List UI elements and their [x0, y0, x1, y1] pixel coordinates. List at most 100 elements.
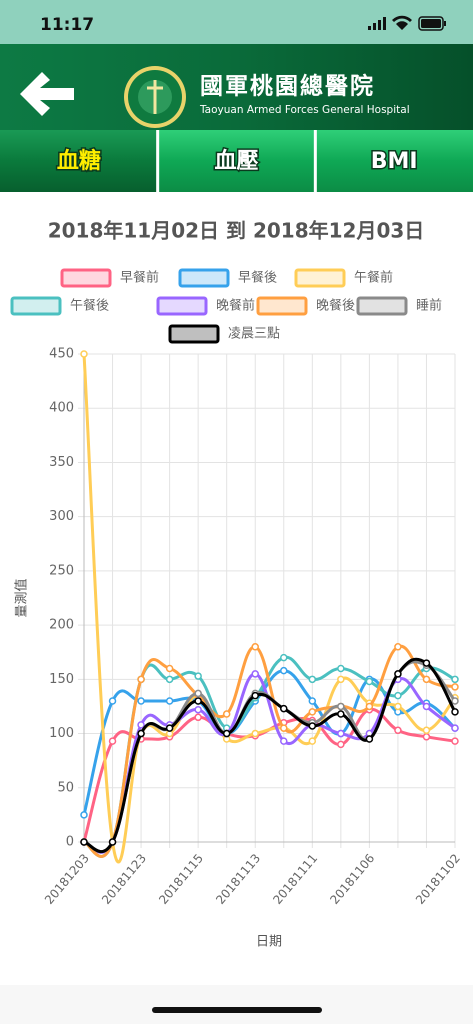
- data-point: [80, 811, 88, 819]
- tab[interactable]: [157, 130, 316, 192]
- legend-swatch: [256, 296, 308, 316]
- data-point: [365, 735, 374, 743]
- data-point: [422, 675, 431, 684]
- status-icons: [368, 15, 446, 31]
- data-point: [280, 724, 288, 732]
- legend-label: 午餐前: [354, 270, 393, 286]
- data-point: [451, 697, 459, 705]
- data-point: [337, 740, 345, 749]
- status-bar: [0, 0, 473, 44]
- legend-label: 午餐後: [70, 298, 109, 314]
- y-tick-label: 0: [66, 835, 74, 850]
- data-point: [165, 724, 174, 732]
- data-point: [108, 737, 117, 745]
- bottom-bar: [0, 985, 473, 1024]
- back-button[interactable]: [20, 72, 74, 116]
- x-tick-label: 20181113: [213, 851, 263, 907]
- legend-swatch: [168, 324, 220, 344]
- x-axis-label: 日期: [256, 935, 282, 950]
- data-point: [280, 666, 288, 675]
- data-point: [280, 737, 288, 745]
- header-title: 國軍桃園總醫院: [200, 73, 375, 100]
- data-point: [80, 838, 88, 846]
- data-point: [451, 737, 459, 745]
- data-point: [80, 350, 88, 358]
- data-point: [251, 643, 259, 651]
- data-point: [365, 677, 374, 686]
- tab-label[interactable]: 血壓: [213, 147, 260, 176]
- data-point: [308, 697, 317, 705]
- data-point: [165, 664, 174, 673]
- data-point: [137, 729, 145, 738]
- y-tick-label: 350: [49, 455, 74, 470]
- y-tick-label: 50: [57, 780, 74, 795]
- y-tick-label: 200: [49, 618, 74, 633]
- data-point: [137, 675, 145, 684]
- legend-swatch: [356, 296, 408, 316]
- data-point: [337, 729, 345, 738]
- data-point: [251, 670, 259, 678]
- legend-swatch: [60, 268, 112, 288]
- tab-separator: [156, 130, 160, 192]
- y-axis-label: 量測值: [14, 578, 30, 617]
- x-tick-label: 20181106: [327, 851, 377, 907]
- data-point: [394, 670, 402, 678]
- data-point: [337, 664, 345, 673]
- tab[interactable]: [315, 130, 473, 192]
- x-tick-label: 20181102: [413, 851, 463, 907]
- data-point: [165, 675, 174, 684]
- series-line: [82, 353, 457, 864]
- data-point: [394, 643, 402, 651]
- y-tick-label: 100: [49, 726, 74, 741]
- data-point: [108, 838, 117, 846]
- y-tick-label: 400: [49, 401, 74, 416]
- data-point: [337, 702, 345, 711]
- data-point: [451, 724, 459, 732]
- legend-label: 睡前: [416, 298, 442, 314]
- data-point: [337, 710, 345, 718]
- data-point: [451, 708, 459, 716]
- data-point: [194, 705, 202, 714]
- data-point: [451, 675, 459, 684]
- data-point: [337, 675, 345, 684]
- y-tick-label: 450: [49, 347, 74, 362]
- y-tick-label: 300: [49, 509, 74, 524]
- legend-label: 早餐後: [238, 270, 277, 286]
- hospital-logo: [124, 66, 186, 128]
- app-header: [0, 44, 473, 130]
- status-time: 11:17: [40, 15, 94, 35]
- data-point: [422, 733, 431, 741]
- data-point: [422, 659, 431, 667]
- data-point: [422, 726, 431, 735]
- header-subtitle: Taoyuan Armed Forces General Hospital: [199, 104, 410, 116]
- data-point: [422, 702, 431, 711]
- chart-title: 2018年11月02日 到 2018年12月03日: [48, 219, 425, 243]
- data-point: [280, 704, 288, 713]
- data-point: [394, 691, 402, 700]
- legend-label: 早餐前: [120, 270, 159, 286]
- x-tick-label: 20181111: [270, 851, 320, 907]
- series-line: [83, 644, 456, 858]
- legend-swatch: [156, 296, 208, 316]
- data-point: [194, 697, 202, 705]
- tab[interactable]: [0, 130, 158, 192]
- data-point: [308, 675, 317, 684]
- data-point: [251, 729, 259, 738]
- data-point: [194, 713, 202, 722]
- legend-swatch: [294, 268, 346, 288]
- data-point: [137, 697, 145, 705]
- data-point: [194, 672, 202, 680]
- data-point: [394, 702, 402, 711]
- data-point: [108, 697, 117, 705]
- data-point: [222, 729, 231, 738]
- data-point: [137, 721, 145, 729]
- x-tick-label: 20181203: [42, 851, 92, 907]
- tab-label[interactable]: BMI: [369, 148, 419, 176]
- tab-label[interactable]: 血糖: [55, 147, 102, 176]
- legend-swatch: [10, 296, 62, 316]
- data-point: [365, 702, 374, 711]
- x-tick-label: 20181123: [99, 851, 149, 907]
- x-tick-label: 20181115: [156, 851, 206, 907]
